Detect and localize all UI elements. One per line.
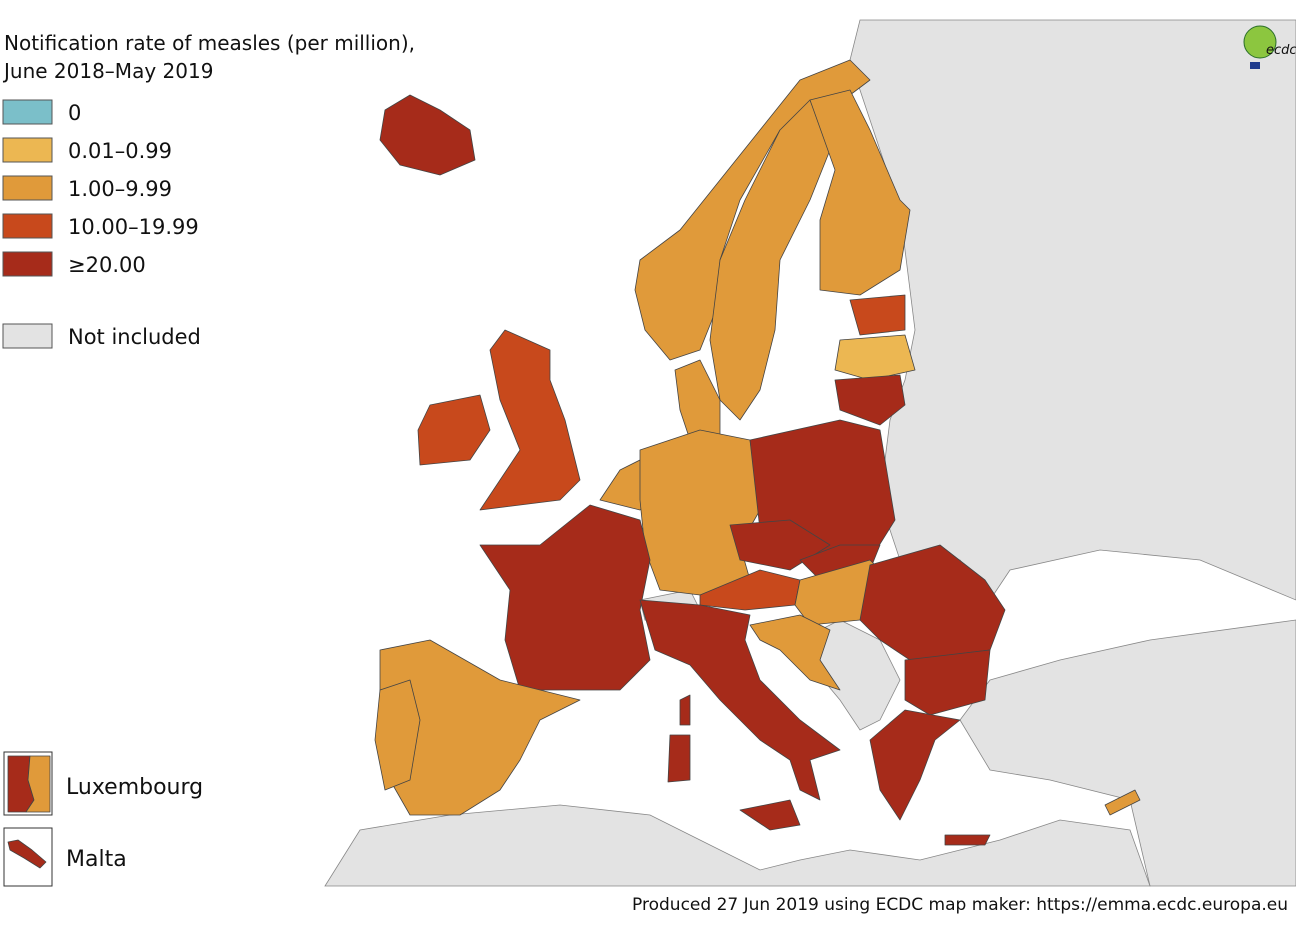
inset-label: Malta <box>66 847 127 872</box>
country <box>417 394 491 466</box>
logo-globe <box>1243 25 1277 59</box>
footer: Produced 27 Jun 2019 using ECDC map make… <box>632 895 1288 915</box>
country <box>849 294 906 336</box>
non-eu-land <box>324 804 1151 887</box>
legend-label: 0 <box>68 101 81 125</box>
country <box>379 94 476 176</box>
legend-swatch <box>2 137 53 163</box>
country <box>834 334 916 381</box>
inset-country <box>7 839 47 869</box>
legend-label: Not included <box>68 325 201 349</box>
legend: 0 0.01–0.99 1.00–9.99 10.00–19.99 ≥20.00 Not … <box>2 99 201 349</box>
map <box>324 19 1296 887</box>
legend-swatch <box>2 323 53 349</box>
legend-swatch <box>2 99 53 125</box>
country <box>639 429 761 596</box>
non-eu-land <box>849 19 1296 601</box>
country <box>1104 789 1141 816</box>
insets: Luxembourg Malta <box>3 751 203 887</box>
country <box>809 89 911 296</box>
legend-label: 0.01–0.99 <box>68 139 172 163</box>
country <box>479 504 651 691</box>
country <box>944 834 991 846</box>
title-line: June 2018–May 2019 <box>2 59 213 83</box>
legend-label: 10.00–19.99 <box>68 215 199 239</box>
countries <box>374 59 1141 846</box>
logo-text: ecdc <box>1266 43 1296 58</box>
inset-label: Luxembourg <box>66 775 203 800</box>
legend-label: 1.00–9.99 <box>68 177 172 201</box>
country <box>479 329 581 511</box>
logo: ecdc <box>1243 25 1296 69</box>
country <box>739 799 801 831</box>
country <box>639 599 841 801</box>
title-line: Notification rate of measles (per millio… <box>4 31 415 55</box>
inset-neighbour <box>25 755 51 813</box>
legend-label: ≥20.00 <box>68 253 146 277</box>
country <box>667 734 691 783</box>
country <box>374 679 421 791</box>
country <box>834 374 906 426</box>
country <box>904 649 991 716</box>
logo-flag <box>1250 62 1260 69</box>
legend-swatch <box>2 175 53 201</box>
country <box>869 709 961 821</box>
country <box>749 614 841 691</box>
country <box>679 694 691 726</box>
legend-swatch <box>2 251 53 277</box>
legend-swatch <box>2 213 53 239</box>
